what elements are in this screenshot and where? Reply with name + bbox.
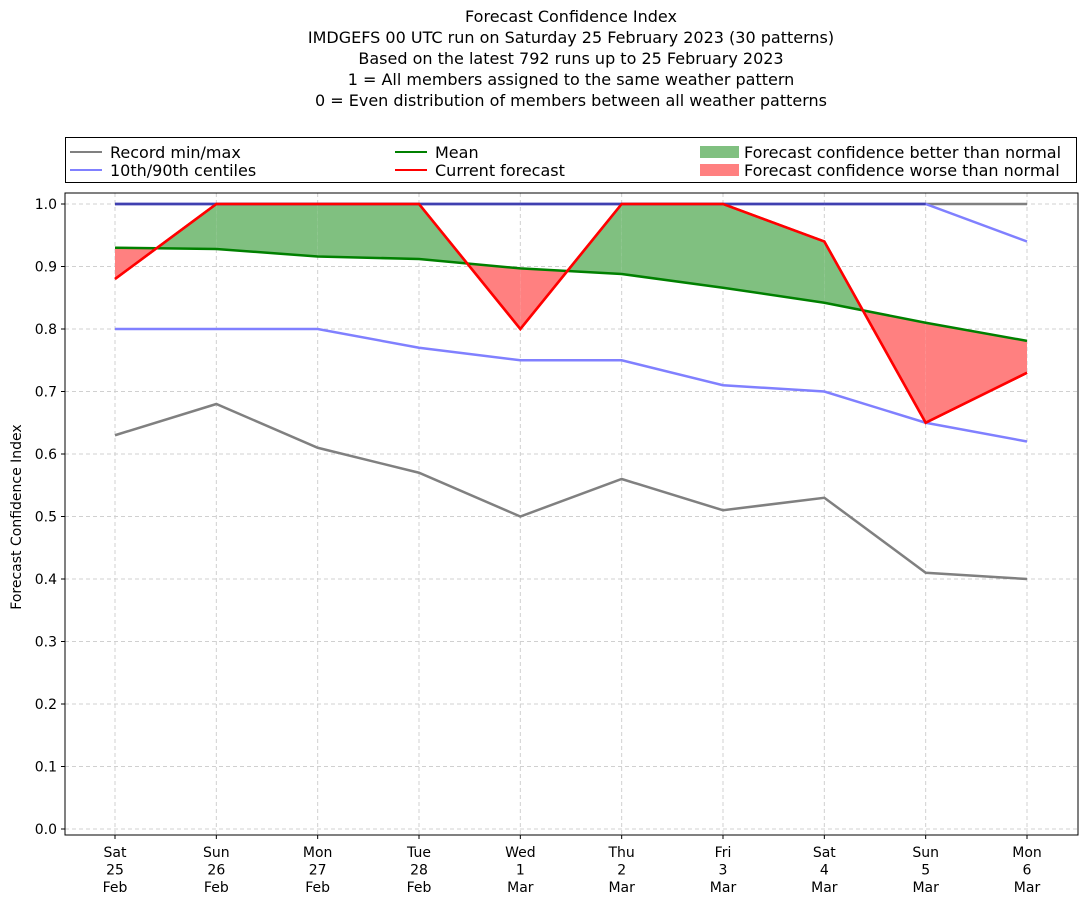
x-tick-label: 27: [309, 863, 327, 879]
y-tick-label: 0.9: [35, 260, 57, 276]
y-tick-label: 0.4: [35, 572, 57, 588]
y-tick-label: 0.7: [35, 385, 57, 401]
chart-subtitle-line-1: IMDGEFS 00 UTC run on Saturday 25 Februa…: [307, 28, 835, 47]
chart-subtitle-line-2: Based on the latest 792 runs up to 25 Fe…: [358, 49, 784, 68]
x-tick-label: Mar: [608, 880, 635, 896]
series-line-current-forecast-top: [114, 202, 1028, 425]
legend-label-mean: Mean: [435, 142, 479, 162]
x-tick-label: Feb: [305, 880, 330, 896]
x-tick-label: 1: [516, 863, 525, 879]
x-tick-label: 5: [921, 863, 930, 879]
fill-better: [621, 204, 723, 288]
x-tick-label: 25: [106, 863, 124, 879]
x-tick-label: Mar: [1014, 880, 1041, 896]
x-tick-label: 26: [207, 863, 225, 879]
x-tick-label: Sat: [104, 845, 127, 861]
chart-title: Forecast Confidence Index: [465, 7, 677, 26]
x-tick-label: Feb: [407, 880, 432, 896]
x-tick-label: Fri: [715, 845, 732, 861]
x-tick-label: Sun: [912, 845, 939, 861]
x-tick-label: Mar: [912, 880, 939, 896]
series-line-mean: [114, 246, 1028, 343]
legend-swatch-current: [395, 169, 427, 171]
x-tick-label: 28: [410, 863, 428, 879]
series-line-10th-centile: [115, 327, 1028, 443]
series-line-record-min: [114, 402, 1028, 581]
chart-subtitle-line-3: 1 = All members assigned to the same wea…: [347, 70, 795, 89]
legend-item-record: Record min/max: [70, 142, 241, 162]
grid: [65, 193, 1078, 835]
y-tick-label: 0.2: [35, 697, 57, 713]
x-tick-label: Wed: [505, 845, 536, 861]
legend-swatch-centiles: [70, 169, 102, 171]
fill-better: [723, 204, 825, 303]
plot-frame: [64, 192, 1079, 836]
legend-swatch-record: [70, 151, 102, 153]
legend-swatch-worse: [700, 164, 739, 176]
legend-swatch-mean: [395, 151, 427, 153]
x-tick-label: Thu: [608, 845, 635, 861]
y-tick-label: 0.0: [35, 822, 57, 838]
x-axis-ticks: Sat25FebSun26FebMon27FebTue28FebWed1MarT…: [103, 835, 1042, 896]
x-tick-label: Tue: [406, 845, 431, 861]
legend-label-current: Current forecast: [435, 160, 565, 180]
x-tick-label: Mar: [811, 880, 838, 896]
x-tick-label: 3: [719, 863, 728, 879]
legend-item-better: Forecast confidence better than normal: [700, 142, 1062, 162]
x-tick-label: 6: [1023, 863, 1032, 879]
legend-item-mean: Mean: [395, 142, 479, 162]
chart-subtitle-line-4: 0 = Even distribution of members between…: [314, 91, 828, 110]
legend-label-better: Forecast confidence better than normal: [744, 142, 1062, 162]
legend-item-current: Current forecast: [395, 160, 565, 180]
legend-item-centiles: 10th/90th centiles: [70, 160, 257, 180]
chart-legend: Record min/max 10th/90th centiles Mean C…: [65, 137, 1077, 183]
x-tick-label: Feb: [103, 880, 128, 896]
x-tick-label: Mar: [710, 880, 737, 896]
series-lines: [114, 202, 1028, 581]
x-tick-label: Sun: [203, 845, 230, 861]
fill-better: [317, 204, 419, 259]
y-tick-label: 1.0: [35, 197, 57, 213]
y-tick-label: 0.3: [35, 635, 57, 651]
chart-title-block: Forecast Confidence Index IMDGEFS 00 UTC…: [0, 6, 1092, 111]
y-tick-label: 0.6: [35, 447, 57, 463]
x-tick-label: Feb: [204, 880, 229, 896]
x-tick-label: Mar: [507, 880, 534, 896]
legend-swatch-better: [700, 146, 739, 158]
fill-worse: [925, 322, 1027, 423]
y-axis-ticks: 0.0 0.1 0.2 0.3 0.4 0.5 0.6 0.7 0.8 0.9 1.0: [35, 197, 65, 838]
y-tick-label: 0.1: [35, 760, 57, 776]
legend-item-worse: Forecast confidence worse than normal: [700, 160, 1060, 180]
x-tick-label: 2: [617, 863, 626, 879]
y-tick-label: 0.5: [35, 510, 57, 526]
legend-label-record: Record min/max: [110, 142, 241, 162]
x-tick-label: Sat: [813, 845, 836, 861]
legend-label-centiles: 10th/90th centiles: [110, 160, 257, 180]
legend-label-worse: Forecast confidence worse than normal: [744, 160, 1060, 180]
confidence-fills: [115, 204, 1027, 423]
x-tick-label: 4: [820, 863, 829, 879]
y-tick-label: 0.8: [35, 322, 57, 338]
x-tick-label: Mon: [303, 845, 333, 861]
x-tick-label: Mon: [1012, 845, 1042, 861]
fill-better: [216, 204, 318, 257]
